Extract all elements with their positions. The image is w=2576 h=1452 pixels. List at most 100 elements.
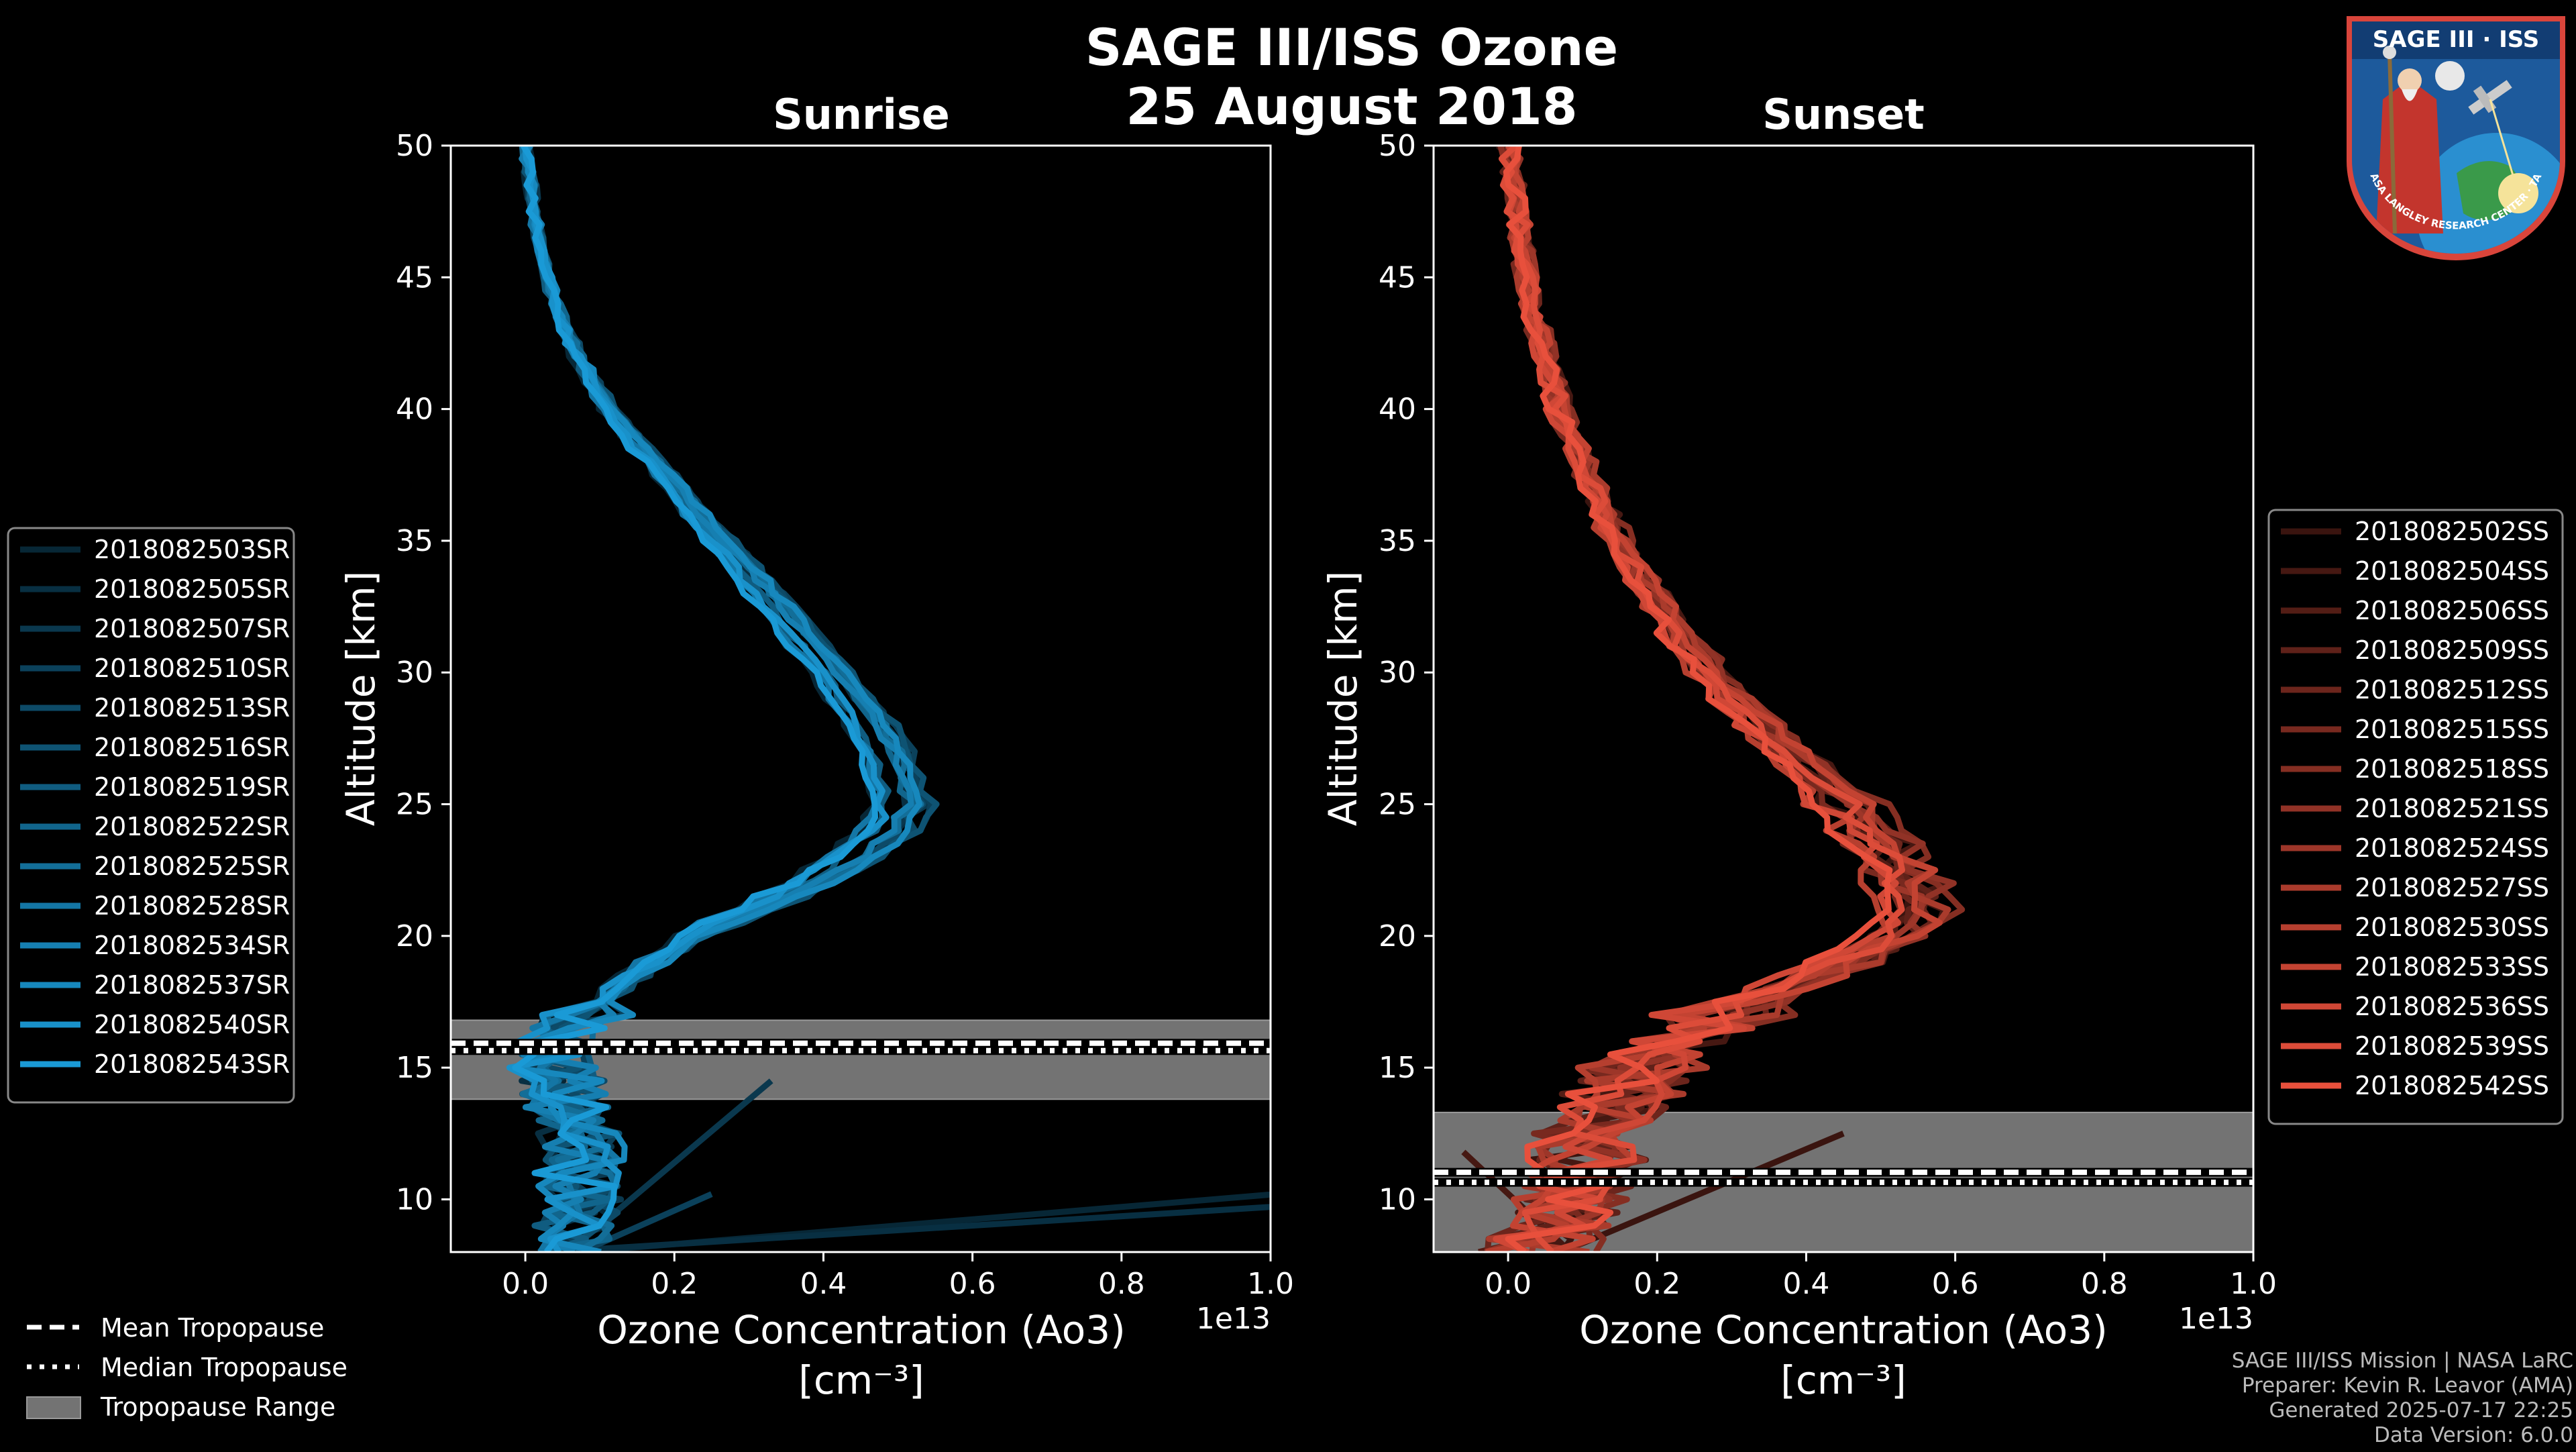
ss-legend-label: 2018082506SS (2355, 596, 2549, 625)
logo-moon-icon (2435, 61, 2465, 91)
ss-x-tick-label: 0.4 (1782, 1267, 1829, 1301)
median-tropopause-label: Median Tropopause (101, 1353, 347, 1382)
sr-legend-label: 2018082540SR (94, 1010, 290, 1039)
ss-legend-label: 2018082539SS (2355, 1031, 2549, 1061)
ss-legend-label: 2018082536SS (2355, 992, 2549, 1021)
sr-legend-label: 2018082522SR (94, 812, 290, 841)
sunset-y-axis-label: Altitude [km] (1320, 571, 1366, 826)
sr-legend-label: 2018082516SR (94, 733, 290, 762)
sunset-x-axis-label: Ozone Concentration (Ao3) (1579, 1307, 2108, 1353)
sr-x-tick-label: 0.8 (1098, 1267, 1145, 1301)
sr-legend-label: 2018082534SR (94, 931, 290, 960)
ss-x-tick-label: 0.2 (1633, 1267, 1680, 1301)
sr-y-tick-label: 40 (396, 393, 433, 427)
sr-legend-frame (7, 527, 295, 1104)
ss-legend-label: 2018082509SS (2355, 635, 2549, 665)
sunrise-axes-frame (449, 144, 1272, 1253)
sunrise-panel: 0.0 0.2 0.4 0.6 0.8 1.0 10 15 20 25 30 35 40 45 50 Alt… (338, 129, 1294, 1403)
sr-y-tick-label: 45 (396, 260, 433, 295)
ss-y-tick-label: 30 (1379, 656, 1416, 690)
ss-legend-label: 2018082518SS (2355, 754, 2549, 784)
ss-x-tick-label: 1.0 (2230, 1267, 2277, 1301)
ss-legend-label: 2018082533SS (2355, 952, 2549, 982)
credit-generated: Generated 2025-07-17 22:25 (2269, 1398, 2573, 1422)
ss-legend-label: 2018082530SS (2355, 913, 2549, 942)
ss-profile-line (1493, 146, 1901, 1252)
sunset-plot-area (1434, 146, 2253, 1252)
sunrise-x-axis-label: Ozone Concentration (Ao3) (597, 1307, 1126, 1353)
sr-legend-label: 2018082505SR (94, 574, 290, 604)
sunrise-legend: 2018082503SR 2018082505SR 2018082507SR 2018… (7, 527, 295, 1104)
ss-legend-label: 2018082527SS (2355, 873, 2549, 902)
ss-x-tick-label: 0.0 (1485, 1267, 1532, 1301)
sunrise-y-axis-label: Altitude [km] (338, 571, 384, 826)
credits: SAGE III/ISS Mission | NASA LaRC Prepare… (2232, 1349, 2573, 1447)
tropopause-range-label: Tropopause Range (100, 1392, 335, 1422)
sunset-legend: 2018082502SS 2018082504SS 2018082506SS 2018… (2267, 509, 2564, 1125)
sunset-x-offset-label: 1e13 (2179, 1302, 2253, 1336)
sr-x-tick-label: 1.0 (1247, 1267, 1294, 1301)
sr-y-tick-label: 50 (396, 129, 433, 163)
sr-legend-label: 2018082519SR (94, 772, 290, 802)
sr-x-tick-label: 0.4 (800, 1267, 847, 1301)
ss-y-tick-label: 15 (1379, 1051, 1416, 1085)
ss-legend-label: 2018082524SS (2355, 833, 2549, 863)
logo-iss-icon (2468, 80, 2512, 115)
ss-legend-label: 2018082504SS (2355, 556, 2549, 586)
credit-data-version: Data Version: 6.0.0 (2374, 1423, 2573, 1447)
sunrise-x-offset-label: 1e13 (1196, 1302, 1271, 1336)
ss-legend-label: 2018082542SS (2355, 1071, 2549, 1100)
sunset-panel: 0.0 0.2 0.4 0.6 0.8 1.0 10 15 20 25 30 35 40 45 50 Alt… (1320, 129, 2277, 1403)
sr-legend-label: 2018082513SR (94, 693, 290, 723)
sage-iii-iss-logo: SAGE III · ISS BALL · NASA LANGLEY RESEA… (2343, 12, 2565, 260)
sunset-x-axis-unit: [cm⁻³] (1780, 1357, 1907, 1403)
ss-y-tick-label: 20 (1379, 919, 1416, 953)
ss-x-tick-label: 0.8 (2081, 1267, 2128, 1301)
figure-title-line1: SAGE III/ISS Ozone (1085, 17, 1618, 77)
ss-profile-line (1503, 146, 1893, 1252)
sr-profile-line (506, 146, 890, 1252)
sr-y-tick-label: 25 (396, 788, 433, 822)
credit-mission: SAGE III/ISS Mission | NASA LaRC (2232, 1349, 2573, 1373)
ss-y-tick-label: 25 (1379, 788, 1416, 822)
sr-x-tick-label: 0.0 (502, 1267, 549, 1301)
sunset-axes-frame (1432, 144, 2255, 1253)
sr-legend-label: 2018082543SR (94, 1049, 290, 1079)
ss-legend-frame (2267, 509, 2564, 1125)
sr-x-tick-label: 0.6 (949, 1267, 996, 1301)
sr-legend-label: 2018082525SR (94, 851, 290, 881)
sr-profile-line (512, 146, 878, 1252)
sr-y-tick-label: 10 (396, 1182, 433, 1216)
ss-x-tick-label: 0.6 (1932, 1267, 1979, 1301)
tropopause-legend: Mean Tropopause Median Tropopause Tropop… (26, 1313, 347, 1422)
logo-top-text: SAGE III · ISS (2373, 26, 2539, 53)
sr-legend-label: 2018082507SR (94, 614, 290, 643)
sr-legend-label: 2018082503SR (94, 535, 290, 564)
ss-legend-label: 2018082515SS (2355, 715, 2549, 744)
ss-legend-label: 2018082512SS (2355, 675, 2549, 705)
sunrise-panel-title: Sunrise (773, 90, 950, 139)
sr-y-tick-label: 20 (396, 919, 433, 953)
sr-y-tick-label: 15 (396, 1051, 433, 1085)
sunset-panel-title: Sunset (1762, 90, 1925, 139)
ss-y-tick-label: 45 (1379, 260, 1416, 295)
sr-legend-label: 2018082537SR (94, 970, 290, 1000)
mean-tropopause-label: Mean Tropopause (101, 1313, 324, 1343)
ss-y-tick-label: 35 (1379, 524, 1416, 558)
sunrise-x-axis-unit: [cm⁻³] (798, 1357, 924, 1403)
ss-y-tick-label: 40 (1379, 393, 1416, 427)
ss-y-tick-label: 10 (1379, 1182, 1416, 1216)
tropopause-range-swatch (26, 1396, 81, 1419)
credit-preparer: Preparer: Kevin R. Leavor (AMA) (2242, 1373, 2573, 1398)
sr-x-tick-label: 0.2 (651, 1267, 698, 1301)
ss-legend-label: 2018082502SS (2355, 517, 2549, 546)
sr-y-tick-label: 35 (396, 524, 433, 558)
sr-legend-label: 2018082510SR (94, 654, 290, 683)
figure-title-line2: 25 August 2018 (1126, 76, 1577, 136)
sr-y-tick-label: 30 (396, 656, 433, 690)
ss-legend-label: 2018082521SS (2355, 794, 2549, 823)
ss-y-tick-label: 50 (1379, 129, 1416, 163)
ss-profile-line (1505, 146, 1943, 1252)
